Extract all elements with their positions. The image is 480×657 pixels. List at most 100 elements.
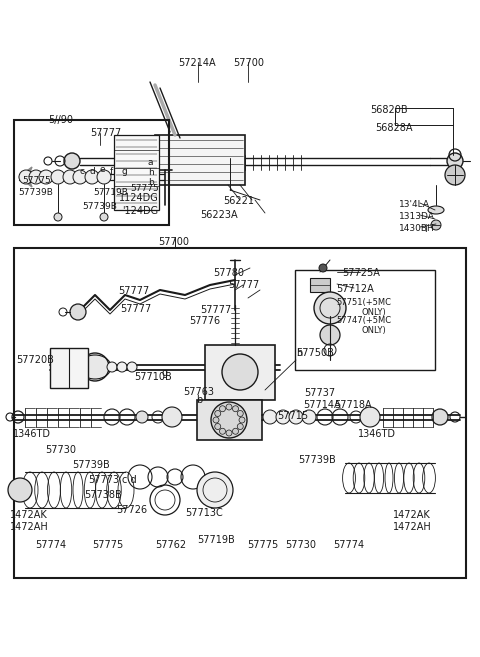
Text: 1472AH: 1472AH (10, 522, 49, 532)
Ellipse shape (54, 213, 62, 221)
Text: 1472AH: 1472AH (393, 522, 432, 532)
Ellipse shape (73, 170, 87, 184)
Ellipse shape (428, 206, 444, 214)
Text: 1313DA: 1313DA (399, 212, 435, 221)
Text: 57750B: 57750B (296, 348, 334, 358)
Ellipse shape (431, 220, 441, 230)
Ellipse shape (276, 410, 290, 424)
Ellipse shape (237, 424, 243, 430)
Ellipse shape (320, 325, 340, 345)
Text: 57775: 57775 (130, 184, 159, 193)
Text: 57713C: 57713C (185, 508, 223, 518)
Text: 57700: 57700 (233, 58, 264, 68)
Text: 1472AK: 1472AK (10, 510, 48, 520)
Bar (155, 135, 245, 185)
Text: 57715: 57715 (277, 411, 308, 421)
Text: 5//90: 5//90 (48, 115, 73, 125)
Text: ONLY): ONLY) (362, 308, 387, 317)
Text: 57700: 57700 (158, 237, 189, 247)
Text: 57747(+5MC: 57747(+5MC (336, 316, 391, 325)
Bar (205, 345, 275, 400)
Ellipse shape (117, 362, 127, 372)
Ellipse shape (136, 411, 148, 423)
Text: '124DG: '124DG (122, 206, 158, 216)
Ellipse shape (215, 424, 221, 430)
Text: 1430BH: 1430BH (399, 224, 435, 233)
Text: 57762: 57762 (155, 540, 186, 550)
Text: a: a (148, 158, 154, 167)
Text: c: c (80, 167, 85, 176)
Ellipse shape (64, 153, 80, 169)
Ellipse shape (39, 170, 53, 184)
Ellipse shape (213, 417, 219, 423)
Bar (197, 400, 262, 440)
Text: g: g (162, 368, 168, 378)
Ellipse shape (237, 411, 243, 417)
Text: h: h (296, 348, 302, 358)
Text: 57776: 57776 (189, 316, 220, 326)
Text: d: d (90, 167, 96, 176)
Ellipse shape (239, 417, 245, 423)
Text: 56221: 56221 (223, 196, 254, 206)
Text: 57710B: 57710B (134, 372, 172, 382)
Ellipse shape (219, 428, 226, 434)
Ellipse shape (211, 402, 247, 438)
Text: 57777: 57777 (228, 280, 259, 290)
Bar (114, 135, 159, 210)
Text: 57730: 57730 (285, 540, 316, 550)
Text: 57773: 57773 (88, 475, 119, 485)
Text: 56828A: 56828A (375, 123, 412, 133)
Text: 57777: 57777 (120, 304, 151, 314)
Text: 57714A: 57714A (303, 400, 341, 410)
Bar (14, 120, 169, 225)
Text: i: i (424, 224, 427, 234)
Text: e: e (100, 165, 106, 174)
Bar (295, 270, 435, 370)
Ellipse shape (63, 170, 77, 184)
Text: 57737: 57737 (304, 388, 335, 398)
Ellipse shape (432, 409, 448, 425)
Ellipse shape (219, 406, 226, 412)
Text: c d: c d (122, 475, 137, 485)
Ellipse shape (232, 406, 239, 412)
Text: 57719B: 57719B (93, 188, 128, 197)
Ellipse shape (19, 170, 33, 184)
Text: 57719B: 57719B (197, 535, 235, 545)
Text: 57774: 57774 (333, 540, 364, 550)
Ellipse shape (85, 170, 99, 184)
Ellipse shape (319, 264, 327, 272)
Bar (310, 278, 330, 292)
Ellipse shape (222, 354, 258, 390)
Ellipse shape (197, 472, 233, 508)
Text: 1346TD: 1346TD (13, 429, 51, 439)
Text: ONLY): ONLY) (362, 326, 387, 335)
Bar (14, 248, 466, 578)
Text: g: g (121, 167, 127, 176)
Ellipse shape (127, 362, 137, 372)
Text: b: b (196, 395, 202, 405)
Text: 57775: 57775 (247, 540, 278, 550)
Ellipse shape (263, 410, 277, 424)
Text: 57774: 57774 (35, 540, 66, 550)
Ellipse shape (65, 362, 75, 372)
Text: 56820B: 56820B (370, 105, 408, 115)
Ellipse shape (302, 410, 316, 424)
Text: b: b (148, 178, 154, 187)
Text: 57777: 57777 (118, 286, 149, 296)
Ellipse shape (445, 165, 465, 185)
Text: 1124DG: 1124DG (119, 193, 159, 203)
Ellipse shape (8, 478, 32, 502)
Text: 57739B: 57739B (82, 202, 117, 211)
Ellipse shape (289, 410, 303, 424)
Ellipse shape (51, 170, 65, 184)
Polygon shape (19, 167, 32, 187)
Text: 57725A: 57725A (342, 268, 380, 278)
Text: 57720B: 57720B (16, 355, 54, 365)
Ellipse shape (75, 362, 85, 372)
Text: 57775: 57775 (22, 176, 51, 185)
Text: 57780: 57780 (213, 268, 244, 278)
Text: 57739B: 57739B (72, 460, 110, 470)
Text: 1472AK: 1472AK (393, 510, 431, 520)
Ellipse shape (232, 428, 239, 434)
Ellipse shape (162, 407, 182, 427)
